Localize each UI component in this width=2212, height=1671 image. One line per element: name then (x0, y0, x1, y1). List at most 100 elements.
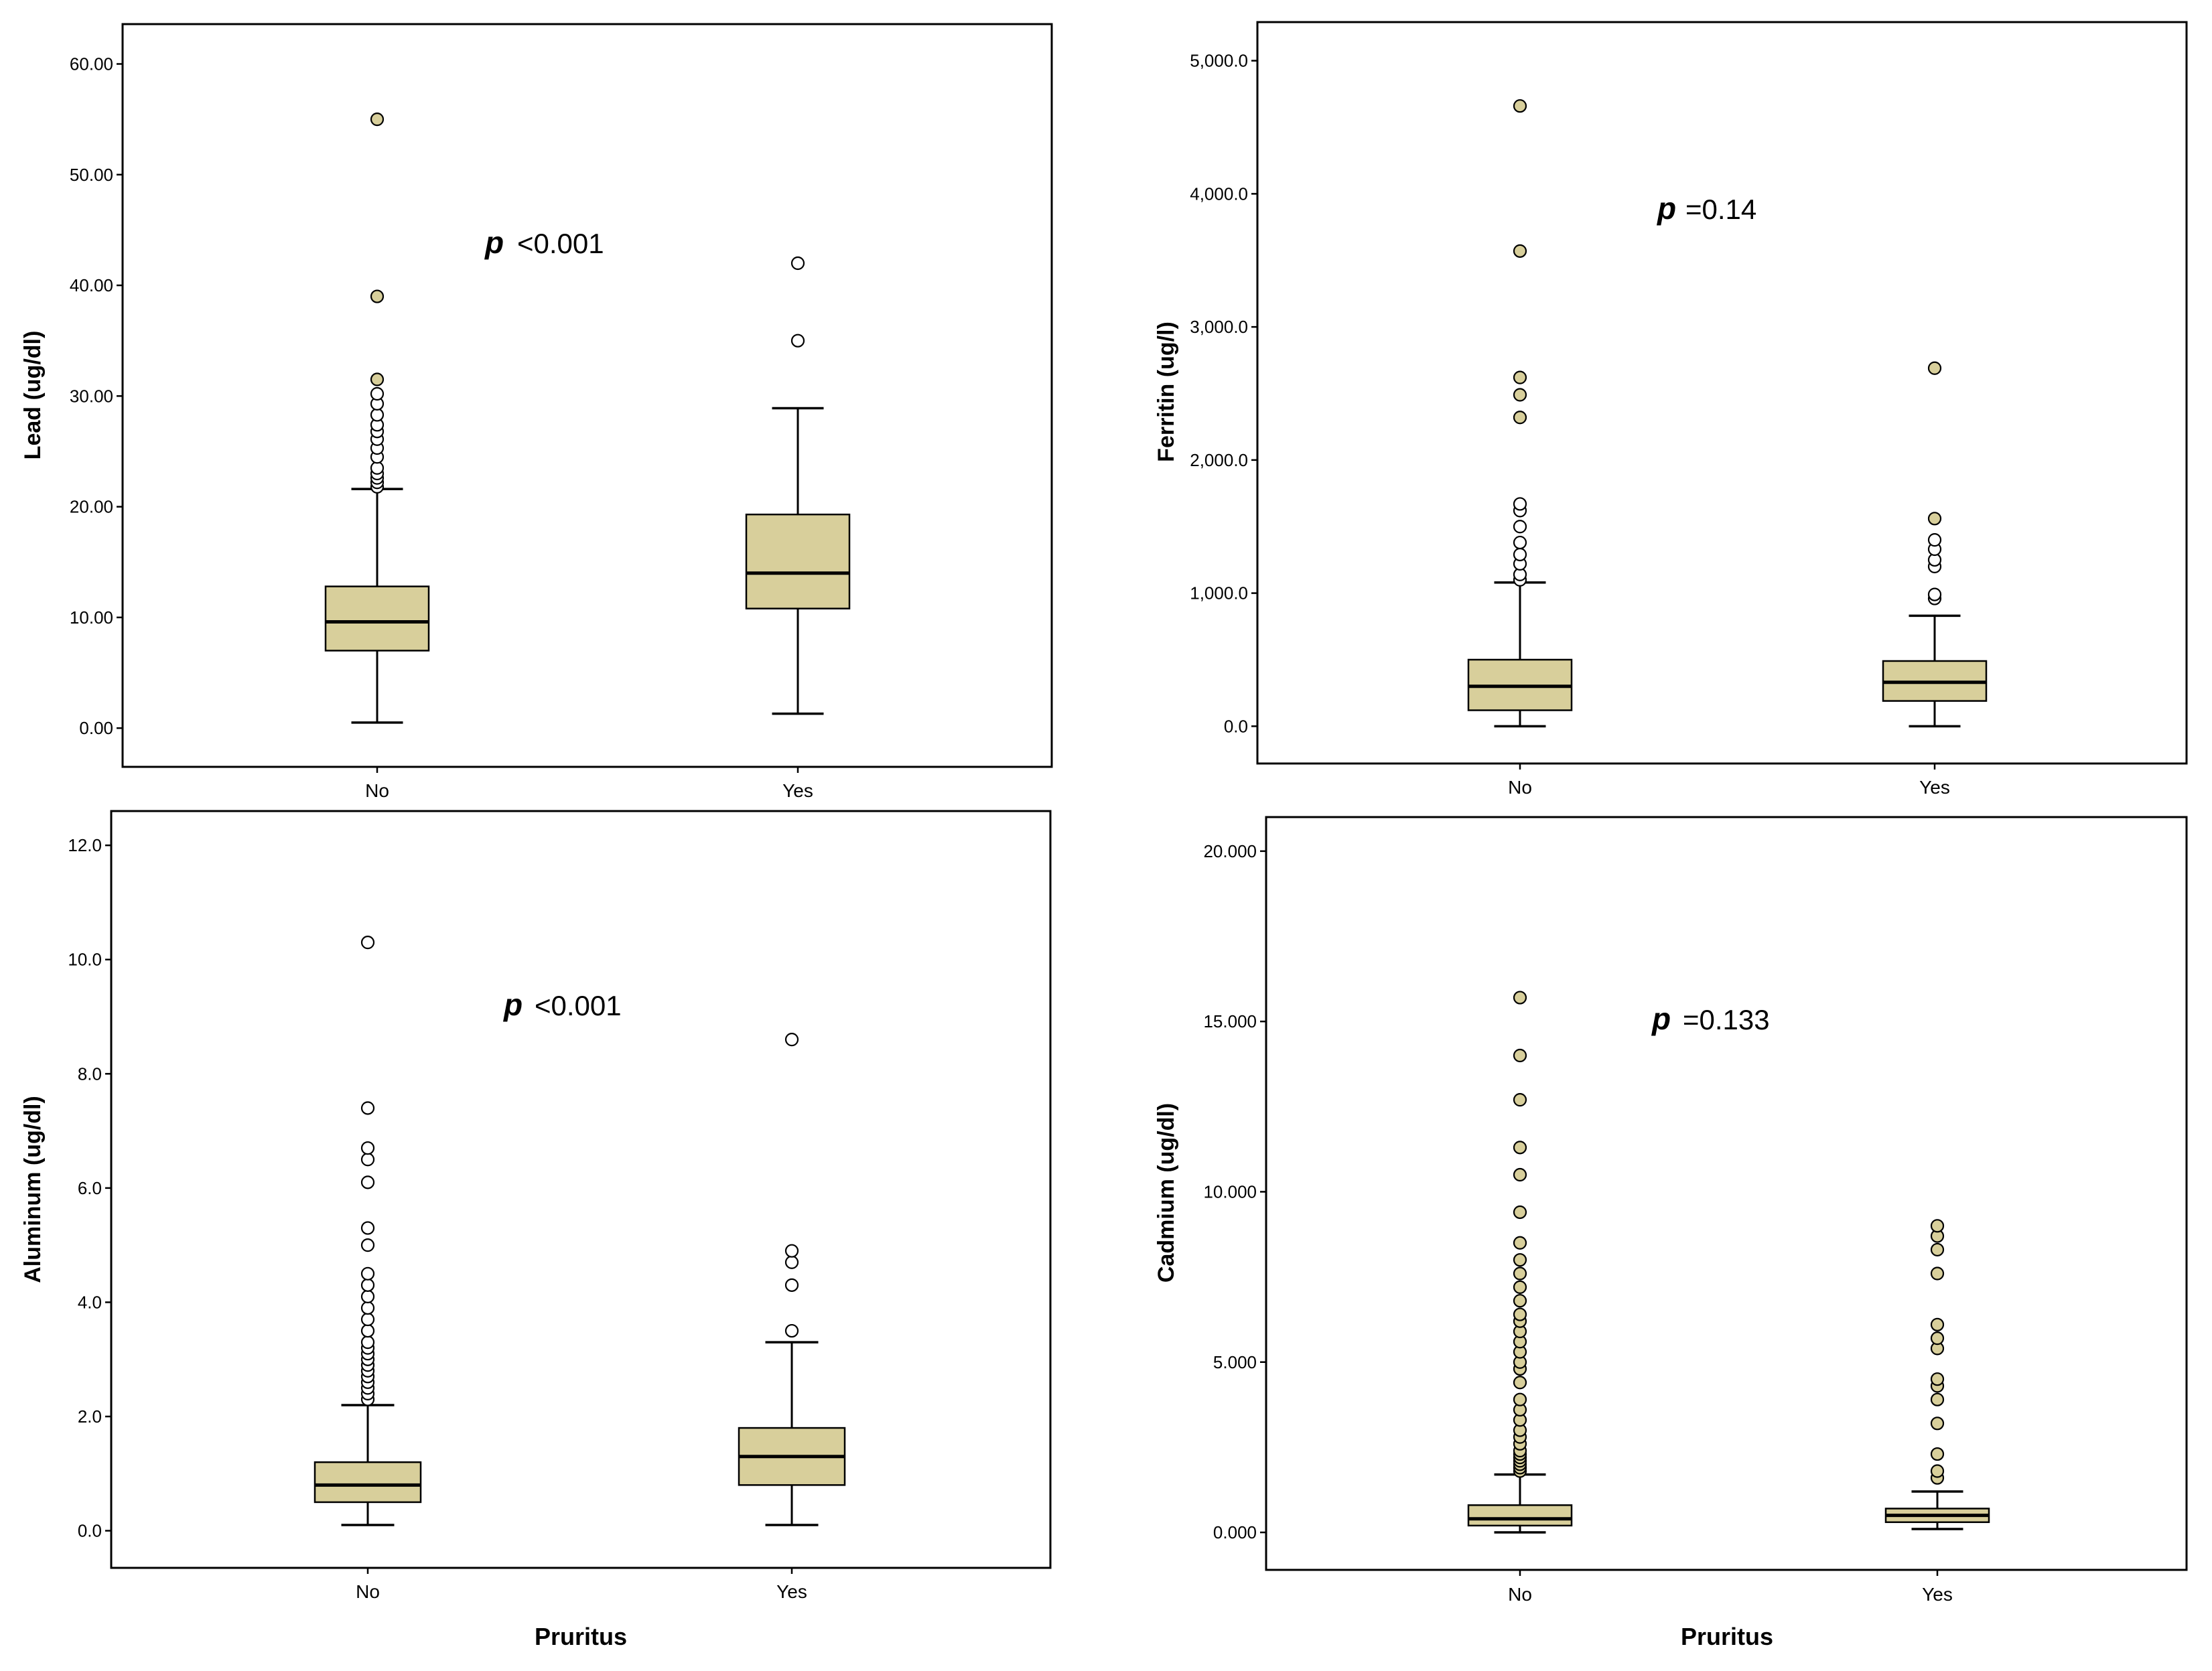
y-axis-label-ferritin: Ferritin (ug/l) (1154, 321, 1179, 462)
outlier-point-aluminum-yes (784, 1255, 799, 1269)
y-tick-label-lead: 40.00 (70, 275, 113, 295)
outlier-point-aluminum-no (360, 1153, 375, 1167)
extreme-point-cadmium-yes (1930, 1416, 1945, 1431)
plot-frame-lead (121, 23, 1053, 768)
y-tick-label-ferritin: 4,000.0 (1190, 184, 1248, 204)
p-value-ferritin: =0.14 (1685, 194, 1756, 225)
outlier-point-ferritin-no (1513, 520, 1527, 534)
p-symbol-ferritin: p (1656, 191, 1676, 226)
p-value-lead: <0.001 (517, 228, 604, 259)
plot-frame-ferritin (1256, 21, 2188, 765)
outlier-point-lead-yes (790, 334, 805, 348)
x-tick-label-aluminum: Yes (776, 1581, 807, 1602)
p-annotation-ferritin: p =0.14 (1656, 191, 1756, 226)
x-tick-label-lead: Yes (782, 780, 813, 801)
outlier-point-aluminum-no (360, 1301, 375, 1315)
extreme-point-cadmium-no (1513, 1376, 1527, 1390)
p-symbol-lead: p (484, 225, 504, 260)
plot-frame-aluminum (110, 810, 1052, 1569)
extreme-point-cadmium-yes (1930, 1219, 1945, 1233)
outlier-point-aluminum-no (360, 1323, 375, 1338)
y-tick-label-aluminum: 12.0 (68, 835, 102, 855)
y-tick-label-aluminum: 6.0 (78, 1178, 102, 1198)
p-value-cadmium: =0.133 (1683, 1004, 1770, 1035)
outlier-point-aluminum-no (360, 1101, 375, 1115)
y-axis-label-lead: Lead (ug/dl) (20, 331, 46, 460)
extreme-point-cadmium-no (1513, 991, 1527, 1005)
y-tick-label-cadmium: 0.000 (1213, 1522, 1257, 1542)
box-cadmium-no (1467, 1504, 1573, 1527)
extreme-point-ferritin-no (1513, 244, 1527, 258)
extreme-point-cadmium-yes (1930, 1317, 1945, 1331)
extreme-point-cadmium-yes (1930, 1392, 1945, 1406)
outlier-point-aluminum-no (360, 1141, 375, 1155)
extreme-point-lead-no (370, 289, 385, 303)
y-tick-label-cadmium: 5.000 (1213, 1352, 1257, 1372)
p-value-aluminum: <0.001 (535, 990, 622, 1021)
outlier-point-lead-no (370, 386, 385, 401)
extreme-point-cadmium-yes (1930, 1266, 1945, 1281)
plot-frame-cadmium (1265, 816, 2188, 1571)
marks-lead: 0.00 10.00 20.00 30.00 40.00 50.00 60.00 No Yes (70, 54, 851, 801)
extreme-point-cadmium-no (1513, 1392, 1527, 1406)
outlier-point-aluminum-no (360, 1278, 375, 1292)
outlier-point-ferritin-yes (1927, 587, 1942, 601)
extreme-point-cadmium-no (1513, 1205, 1527, 1220)
y-tick-label-aluminum: 8.0 (78, 1064, 102, 1084)
x-tick-label-ferritin: Yes (1919, 777, 1950, 798)
y-tick-label-ferritin: 0.0 (1224, 716, 1248, 736)
extreme-point-ferritin-no (1513, 388, 1527, 402)
box-lead-yes (745, 513, 851, 609)
marks-aluminum: 0.0 2.0 4.0 6.0 8.0 10.0 12.0 No Yes (68, 835, 846, 1602)
y-tick-label-lead: 20.00 (70, 497, 113, 517)
outlier-point-aluminum-no (360, 1175, 375, 1189)
outlier-point-aluminum-no (360, 1266, 375, 1281)
y-tick-label-ferritin: 2,000.0 (1190, 450, 1248, 470)
p-symbol-aluminum: p (502, 987, 523, 1022)
extreme-point-cadmium-yes (1930, 1447, 1945, 1461)
marks-cadmium: 0.000 5.000 10.000 15.000 20.000 No Yes (1203, 841, 1990, 1605)
extreme-point-ferritin-no (1513, 370, 1527, 384)
outlier-point-aluminum-no (360, 1221, 375, 1235)
y-tick-label-ferritin: 5,000.0 (1190, 51, 1248, 71)
y-tick-label-aluminum: 2.0 (78, 1406, 102, 1427)
x-tick-label-ferritin: No (1508, 777, 1532, 798)
outlier-point-aluminum-no (360, 1238, 375, 1252)
y-tick-label-lead: 60.00 (70, 54, 113, 74)
extreme-point-cadmium-yes (1930, 1331, 1945, 1346)
outlier-point-aluminum-yes (784, 1244, 799, 1258)
extreme-point-cadmium-no (1513, 1236, 1527, 1250)
extreme-point-cadmium-yes (1930, 1372, 1945, 1386)
extreme-point-cadmium-no (1513, 1048, 1527, 1063)
extreme-point-cadmium-yes (1930, 1464, 1945, 1478)
extreme-point-cadmium-no (1513, 1307, 1527, 1321)
outlier-point-aluminum-yes (784, 1278, 799, 1292)
box-aluminum-no (314, 1461, 422, 1504)
panel-ferritin: p =0.14 Ferritin (ug/l) 0.0 1,000.0 2,000.… (1154, 21, 2188, 798)
outlier-point-lead-no (370, 461, 385, 475)
y-tick-label-cadmium: 10.000 (1203, 1181, 1257, 1202)
outlier-point-aluminum-no (360, 1335, 375, 1350)
extreme-point-lead-no (370, 372, 385, 386)
x-axis-label-aluminum: Pruritus (535, 1623, 627, 1650)
extreme-point-cadmium-no (1513, 1167, 1527, 1182)
box-lead-no (324, 585, 430, 652)
outlier-point-aluminum-yes (784, 1033, 799, 1047)
y-tick-label-cadmium: 15.000 (1203, 1011, 1257, 1031)
y-tick-label-lead: 30.00 (70, 386, 113, 406)
y-tick-label-lead: 0.00 (79, 718, 113, 738)
x-axis-label-cadmium: Pruritus (1681, 1623, 1773, 1650)
marks-ferritin: 0.0 1,000.0 2,000.0 3,000.0 4,000.0 5,000.0 No… (1190, 51, 1988, 798)
y-axis-label-cadmium: Cadmium (ug/dl) (1154, 1103, 1179, 1283)
extreme-point-lead-no (370, 113, 385, 127)
outlier-point-aluminum-yes (784, 1323, 799, 1338)
y-tick-label-aluminum: 10.0 (68, 950, 102, 970)
outlier-point-aluminum-no (360, 936, 375, 950)
y-axis-label-aluminum: Aluminum (ug/dl) (20, 1096, 46, 1283)
y-tick-label-ferritin: 1,000.0 (1190, 583, 1248, 603)
extreme-point-cadmium-no (1513, 1294, 1527, 1308)
x-tick-label-cadmium: No (1508, 1584, 1532, 1605)
y-tick-label-ferritin: 3,000.0 (1190, 317, 1248, 337)
y-tick-label-aluminum: 0.0 (78, 1521, 102, 1541)
